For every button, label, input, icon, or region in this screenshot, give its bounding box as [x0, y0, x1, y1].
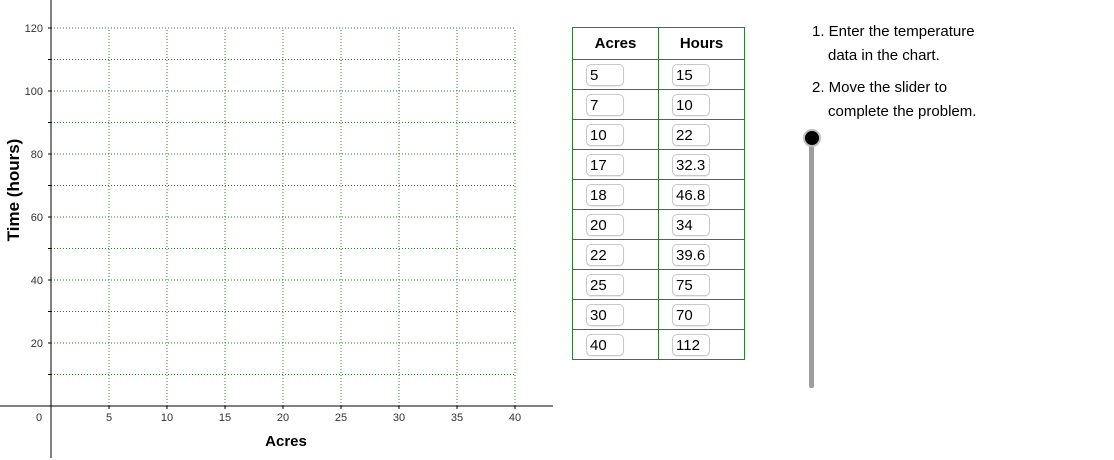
table-row: 22 39.6 — [572, 239, 745, 270]
acres-input[interactable]: 25 — [586, 274, 624, 296]
table-header-row: Acres Hours — [572, 27, 745, 60]
y-tick-labels: 20 40 60 80 100 120 — [25, 23, 43, 350]
hours-cell: 112 — [658, 329, 745, 360]
acres-cell: 7 — [572, 89, 659, 120]
grid — [51, 27, 516, 406]
table-row: 20 34 — [572, 209, 745, 240]
acres-cell: 22 — [572, 239, 659, 270]
hours-input[interactable]: 46.8 — [672, 184, 710, 206]
table-row: 40 112 — [572, 329, 745, 360]
hours-input[interactable]: 75 — [672, 274, 710, 296]
instruction-step1-line1: 1. Enter the temperature — [812, 23, 975, 40]
hours-cell: 46.8 — [658, 179, 745, 210]
acres-input[interactable]: 22 — [586, 244, 624, 266]
instruction-step2-line2: complete the problem. — [828, 103, 977, 120]
hours-input[interactable]: 112 — [672, 334, 710, 356]
instruction-step1-line2: data in the chart. — [828, 47, 940, 64]
acres-input[interactable]: 40 — [586, 334, 624, 356]
y-tick-label: 40 — [31, 275, 43, 287]
acres-input[interactable]: 30 — [586, 304, 624, 326]
acres-input[interactable]: 20 — [586, 214, 624, 236]
origin-label: 0 — [36, 412, 42, 424]
slider-knob[interactable] — [803, 129, 821, 147]
slider-track[interactable] — [809, 137, 814, 388]
hours-cell: 75 — [658, 269, 745, 300]
acres-cell: 17 — [572, 149, 659, 180]
x-tick-label: 30 — [393, 412, 405, 424]
hours-input[interactable]: 32.3 — [672, 154, 710, 176]
hours-input[interactable]: 70 — [672, 304, 710, 326]
acres-cell: 40 — [572, 329, 659, 360]
x-tick-label: 25 — [335, 412, 347, 424]
table-row: 30 70 — [572, 299, 745, 330]
acres-cell: 10 — [572, 119, 659, 150]
y-tick-label: 60 — [31, 212, 43, 224]
hours-cell: 10 — [658, 89, 745, 120]
table-body: 5 15 7 10 10 22 17 32.3 18 46.8 20 34 22 39.6 25 75 30 70… — [572, 59, 745, 360]
header-acres: Acres — [572, 27, 659, 60]
x-tick-label: 40 — [509, 412, 521, 424]
instruction-step2-line1: 2. Move the slider to — [812, 79, 948, 96]
x-tick-label: 35 — [451, 412, 463, 424]
table-row: 5 15 — [572, 59, 745, 90]
header-hours: Hours — [658, 27, 745, 60]
hours-input[interactable]: 22 — [672, 124, 710, 146]
hours-cell: 34 — [658, 209, 745, 240]
x-tick-label: 15 — [219, 412, 231, 424]
x-axis-title: Acres — [265, 433, 307, 450]
hours-cell: 32.3 — [658, 149, 745, 180]
data-table: Acres Hours 5 15 7 10 10 22 17 32.3 18 46.8 20 34 22… — [572, 27, 745, 360]
y-tick-label: 20 — [31, 338, 43, 350]
axes — [0, 0, 553, 458]
y-tick-label: 100 — [25, 86, 43, 98]
table-row: 18 46.8 — [572, 179, 745, 210]
y-tick-label: 120 — [25, 23, 43, 35]
acres-input[interactable]: 5 — [586, 64, 624, 86]
hours-input[interactable]: 10 — [672, 94, 710, 116]
acres-cell: 20 — [572, 209, 659, 240]
hours-input[interactable]: 39.6 — [672, 244, 710, 266]
y-tick-label: 80 — [31, 149, 43, 161]
y-axis-title: Time (hours) — [4, 139, 23, 242]
hours-cell: 22 — [658, 119, 745, 150]
acres-input[interactable]: 10 — [586, 124, 624, 146]
table-row: 17 32.3 — [572, 149, 745, 180]
instructions: 1. Enter the temperature data in the cha… — [812, 20, 976, 124]
x-tick-label: 20 — [277, 412, 289, 424]
hours-input[interactable]: 15 — [672, 64, 710, 86]
table-row: 25 75 — [572, 269, 745, 300]
acres-cell: 5 — [572, 59, 659, 90]
acres-input[interactable]: 7 — [586, 94, 624, 116]
table-row: 7 10 — [572, 89, 745, 120]
x-tick-label: 5 — [106, 412, 112, 424]
hours-cell: 70 — [658, 299, 745, 330]
table-row: 10 22 — [572, 119, 745, 150]
hours-cell: 39.6 — [658, 239, 745, 270]
acres-cell: 30 — [572, 299, 659, 330]
acres-cell: 18 — [572, 179, 659, 210]
hours-cell: 15 — [658, 59, 745, 90]
acres-cell: 25 — [572, 269, 659, 300]
hours-input[interactable]: 34 — [672, 214, 710, 236]
acres-input[interactable]: 17 — [586, 154, 624, 176]
x-tick-label: 10 — [161, 412, 173, 424]
acres-input[interactable]: 18 — [586, 184, 624, 206]
x-tick-labels: 5 10 15 20 25 30 35 40 — [106, 412, 521, 424]
graph-area[interactable]: 5 10 15 20 25 30 35 40 20 40 60 80 100 120 0 Acres T… — [0, 0, 560, 460]
